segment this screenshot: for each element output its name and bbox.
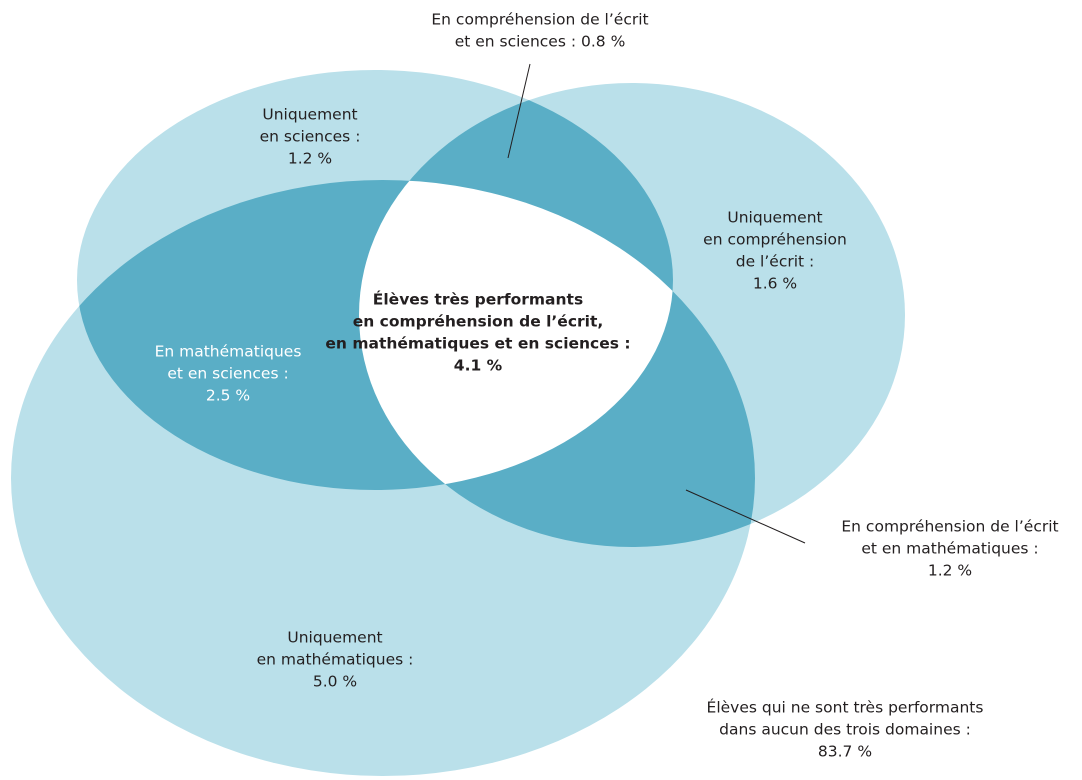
label-line: En compréhension de l’écrit (431, 11, 648, 29)
label-line: Uniquement (287, 629, 382, 647)
label-line: et en sciences : 0.8 % (455, 33, 626, 51)
label-line: 1.2 % (928, 562, 972, 580)
label-line: en mathématiques et en sciences : (325, 335, 630, 353)
circles (11, 70, 905, 776)
label-line: et en mathématiques : (861, 540, 1038, 558)
label-line: 4.1 % (454, 357, 503, 375)
label-line: 1.6 % (753, 275, 797, 293)
label-line: Uniquement (727, 209, 822, 227)
label-line: En compréhension de l’écrit (841, 518, 1058, 536)
leader-line (685, 489, 806, 544)
label-line: et en sciences : (167, 365, 288, 383)
label-line: en compréhension (703, 231, 847, 249)
label-line: Uniquement (262, 106, 357, 124)
label-line: 2.5 % (206, 387, 250, 405)
label-line: Élèves très performants (373, 290, 583, 309)
label-line: en sciences : (260, 128, 361, 146)
label-line: 1.2 % (288, 150, 332, 168)
label-line: en mathématiques : (257, 651, 414, 669)
label-line: dans aucun des trois domaines : (719, 721, 971, 739)
label-line: de l’écrit : (736, 253, 815, 271)
labels: En compréhension de l’écrit et en science… (155, 11, 1059, 761)
label-line: en compréhension de l’écrit, (353, 313, 604, 331)
label-line: 83.7 % (818, 743, 872, 761)
label-line: Élèves qui ne sont très performants (707, 698, 984, 717)
leader-line (507, 63, 531, 159)
label-line: 5.0 % (313, 673, 357, 691)
label-line: En mathématiques (155, 343, 302, 361)
